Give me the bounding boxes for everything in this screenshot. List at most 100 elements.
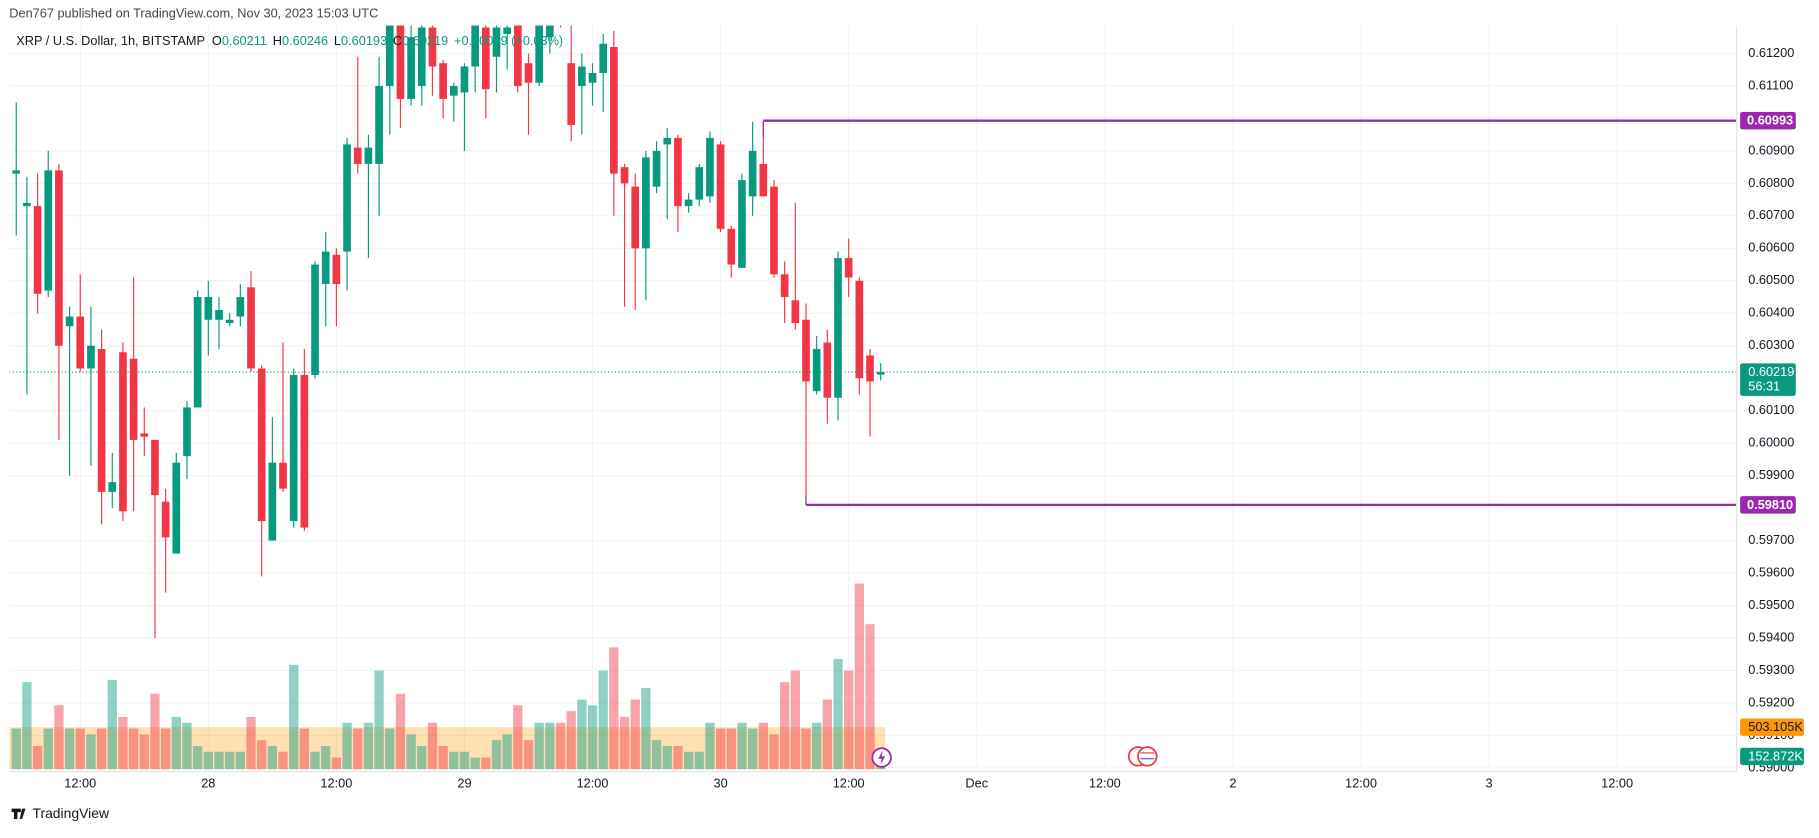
economic-event-icon[interactable] bbox=[1127, 746, 1158, 767]
candle-body bbox=[236, 297, 245, 317]
candle-body bbox=[289, 374, 298, 522]
volume-bar bbox=[854, 583, 864, 770]
y-tick-label: 0.59900 bbox=[1748, 467, 1794, 482]
candle-body bbox=[33, 206, 42, 294]
legend-key: H bbox=[273, 33, 282, 48]
volume-bar bbox=[139, 734, 149, 770]
volume-bar bbox=[363, 722, 374, 770]
candle-body bbox=[65, 316, 74, 327]
candle-body bbox=[759, 163, 768, 197]
y-tick-label: 0.61100 bbox=[1748, 77, 1793, 92]
x-tick-label: 30 bbox=[714, 776, 728, 791]
candle-body bbox=[140, 433, 149, 437]
volume-bar bbox=[641, 687, 651, 770]
candle-body bbox=[492, 27, 501, 57]
candle-body bbox=[599, 43, 608, 73]
candle-body bbox=[513, 25, 522, 86]
volume-bar bbox=[160, 728, 171, 770]
volume-bar bbox=[385, 728, 395, 770]
candle-body bbox=[12, 170, 21, 174]
x-tick-label: 12:00 bbox=[1345, 776, 1377, 791]
candle-body bbox=[417, 27, 426, 86]
y-tick-label: 0.61200 bbox=[1748, 45, 1794, 60]
volume-bar bbox=[769, 734, 779, 770]
candle-body bbox=[481, 27, 490, 90]
volume-bar bbox=[470, 757, 480, 770]
y-tick-label: 0.60300 bbox=[1748, 337, 1794, 352]
candle-body bbox=[802, 319, 810, 382]
volume-bar bbox=[235, 751, 245, 770]
y-tick-label: 0.59300 bbox=[1748, 662, 1794, 677]
volume-bar bbox=[417, 745, 427, 770]
volume-bar bbox=[758, 722, 768, 770]
volume-bar bbox=[321, 745, 331, 770]
candle-body bbox=[428, 27, 437, 67]
level-label: 0.60993 bbox=[1747, 113, 1793, 128]
candle-body bbox=[385, 25, 394, 86]
candle-body bbox=[321, 251, 330, 285]
volume-bar bbox=[555, 722, 566, 770]
candle-body bbox=[652, 150, 661, 187]
volume-bar bbox=[150, 693, 160, 770]
volume-bar bbox=[214, 751, 224, 770]
y-tick-label: 0.60100 bbox=[1748, 402, 1794, 417]
volume-bar bbox=[118, 716, 128, 770]
candle-body bbox=[76, 316, 85, 369]
candle-body bbox=[866, 355, 874, 382]
volume-bar bbox=[182, 722, 192, 770]
candle-body bbox=[855, 280, 864, 379]
y-tick-label: 0.59500 bbox=[1748, 597, 1794, 612]
candle-body bbox=[300, 374, 309, 528]
candle-body bbox=[268, 462, 277, 541]
x-tick-label: 12:00 bbox=[320, 776, 352, 791]
candle-body bbox=[706, 137, 714, 197]
volume-bar bbox=[534, 722, 544, 770]
x-tick-label: 12:00 bbox=[577, 776, 609, 791]
volume-bar bbox=[737, 722, 747, 770]
volume-bar bbox=[812, 722, 822, 770]
candle-body bbox=[727, 228, 736, 265]
volume-bar bbox=[651, 740, 662, 770]
volume-bar bbox=[780, 682, 790, 770]
candle-body bbox=[129, 358, 138, 440]
candle-body bbox=[812, 348, 821, 392]
y-tick-label: 0.59700 bbox=[1748, 532, 1794, 547]
candle-body bbox=[588, 72, 597, 83]
volume-bar bbox=[705, 722, 715, 770]
volume-bar bbox=[193, 745, 203, 770]
volume-bar bbox=[459, 751, 470, 770]
volume-bar bbox=[694, 751, 704, 770]
volume-bar bbox=[278, 751, 288, 770]
candle-body bbox=[108, 482, 117, 492]
volume-bar bbox=[865, 624, 875, 770]
footer-text: TradingView bbox=[32, 805, 109, 821]
legend-change: +0.00019 (+0.03%) bbox=[454, 33, 563, 48]
candle-body bbox=[396, 25, 405, 99]
volume-bar bbox=[406, 734, 416, 770]
volume-bar bbox=[577, 699, 587, 770]
event-icon[interactable] bbox=[871, 747, 892, 768]
volume-bar bbox=[747, 728, 758, 770]
candle-body bbox=[193, 297, 202, 408]
countdown-label: 56:31 bbox=[1748, 379, 1780, 394]
y-tick-label: 0.60400 bbox=[1748, 305, 1794, 320]
volume-bar bbox=[598, 670, 608, 770]
candle-body bbox=[631, 186, 640, 249]
x-tick-label: 29 bbox=[457, 776, 471, 791]
footer-logo: TradingView bbox=[11, 805, 110, 821]
candle-body bbox=[44, 170, 53, 291]
volume-bar bbox=[342, 722, 352, 770]
volume-bar bbox=[790, 670, 800, 770]
y-tick-label: 0.59400 bbox=[1748, 629, 1794, 644]
legend-value: 0.60246 bbox=[282, 33, 328, 48]
volume-bar bbox=[683, 751, 694, 770]
candle-body bbox=[663, 137, 672, 145]
level-label-box bbox=[1740, 112, 1796, 130]
x-tick-label: 12:00 bbox=[833, 776, 865, 791]
volume-bar bbox=[822, 699, 832, 770]
candle-body bbox=[642, 157, 650, 249]
candle-body bbox=[172, 462, 181, 554]
last-price-label: 0.60219 bbox=[1748, 364, 1794, 379]
candle-body bbox=[364, 147, 373, 164]
